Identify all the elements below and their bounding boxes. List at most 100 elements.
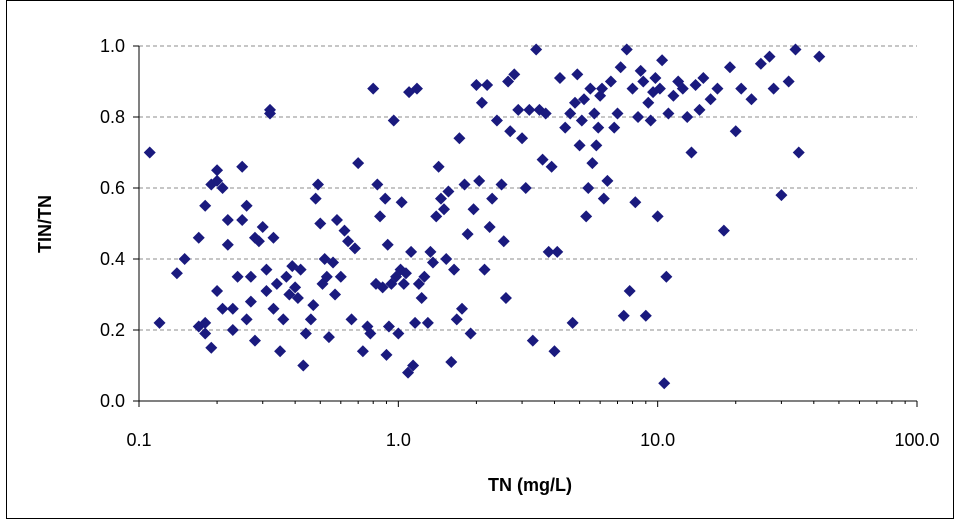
- data-point: [211, 164, 224, 177]
- data-point: [571, 68, 584, 81]
- data-point: [170, 267, 183, 280]
- data-point: [651, 210, 664, 223]
- data-point: [226, 324, 239, 336]
- data-point: [478, 263, 491, 276]
- data-point: [775, 189, 788, 202]
- data-point: [334, 270, 347, 283]
- data-point: [470, 79, 483, 92]
- data-point: [236, 213, 249, 226]
- data-point: [402, 366, 415, 379]
- data-point: [424, 245, 437, 258]
- x-axis-title: TN (mg/L): [488, 475, 572, 495]
- data-point: [453, 132, 466, 145]
- y-tick-label: 0.4: [100, 249, 125, 269]
- data-point: [192, 231, 205, 244]
- data-point: [660, 270, 673, 283]
- data-point: [330, 213, 343, 226]
- data-point: [342, 235, 355, 248]
- data-point: [729, 125, 742, 138]
- data-point: [704, 93, 717, 106]
- data-point: [270, 277, 283, 290]
- chart-frame: 0.1 1.0 10.0 100.0 0.0 0.2 0.4 0.6 0.8 1.0 TN (m…: [6, 0, 954, 519]
- data-point: [523, 103, 536, 116]
- data-point: [649, 71, 662, 84]
- data-point: [311, 178, 324, 191]
- data-point: [277, 313, 290, 326]
- data-point: [754, 57, 767, 70]
- data-point: [338, 224, 351, 237]
- data-point: [418, 270, 431, 283]
- data-point: [352, 157, 365, 170]
- data-point: [299, 327, 312, 340]
- data-point: [495, 178, 508, 191]
- data-point: [412, 277, 425, 290]
- data-point: [792, 146, 805, 159]
- data-point: [582, 182, 595, 194]
- data-point: [763, 50, 776, 63]
- data-point: [464, 327, 477, 340]
- x-tick-label: 1.0: [386, 430, 411, 450]
- data-point: [685, 146, 698, 159]
- data-point: [345, 313, 358, 326]
- axes: [133, 45, 918, 407]
- data-point: [588, 107, 601, 120]
- data-point: [504, 125, 517, 138]
- data-point: [569, 96, 582, 109]
- data-point: [595, 82, 608, 95]
- data-point: [530, 43, 543, 56]
- data-point: [395, 196, 408, 209]
- data-point: [473, 174, 486, 187]
- data-point: [252, 235, 265, 248]
- data-point: [717, 224, 730, 237]
- data-point: [445, 355, 458, 368]
- data-point: [735, 82, 748, 95]
- data-point: [458, 178, 471, 191]
- data-point: [437, 203, 450, 216]
- data-point: [256, 221, 269, 234]
- data-point: [387, 114, 400, 127]
- data-point: [481, 79, 494, 92]
- data-point: [432, 160, 445, 173]
- data-point: [629, 196, 642, 209]
- data-point: [639, 309, 652, 322]
- data-point: [697, 71, 710, 84]
- data-point: [564, 107, 577, 120]
- data-point: [642, 96, 655, 109]
- data-point: [681, 111, 694, 123]
- data-point: [226, 302, 239, 315]
- data-point: [405, 245, 418, 258]
- data-point: [314, 217, 327, 230]
- x-tick-label: 10.0: [640, 430, 675, 450]
- data-point: [382, 320, 395, 333]
- data-point: [248, 334, 261, 347]
- data-point: [745, 93, 758, 106]
- data-point: [280, 270, 293, 283]
- data-point: [442, 185, 455, 198]
- y-tick-label: 0.6: [100, 178, 125, 198]
- data-point: [297, 359, 310, 372]
- data-point: [267, 231, 280, 244]
- data-point: [623, 284, 636, 297]
- data-point: [653, 82, 666, 95]
- data-point: [294, 263, 307, 276]
- data-point: [667, 89, 680, 102]
- data-point: [399, 267, 412, 280]
- data-point: [604, 75, 617, 88]
- data-point: [211, 174, 224, 187]
- data-point: [656, 54, 669, 67]
- data-point: [320, 270, 333, 283]
- data-point: [539, 107, 552, 120]
- data-point: [199, 199, 212, 212]
- data-point: [542, 245, 555, 258]
- data-point: [578, 93, 591, 106]
- data-point: [536, 153, 549, 166]
- data-point: [421, 316, 434, 329]
- data-point: [240, 199, 253, 212]
- data-point: [448, 263, 461, 276]
- data-point: [410, 82, 423, 95]
- data-point: [502, 75, 515, 88]
- data-point: [632, 111, 645, 123]
- data-point: [216, 302, 229, 315]
- data-point: [205, 341, 218, 354]
- y-tick-label: 0.2: [100, 320, 125, 340]
